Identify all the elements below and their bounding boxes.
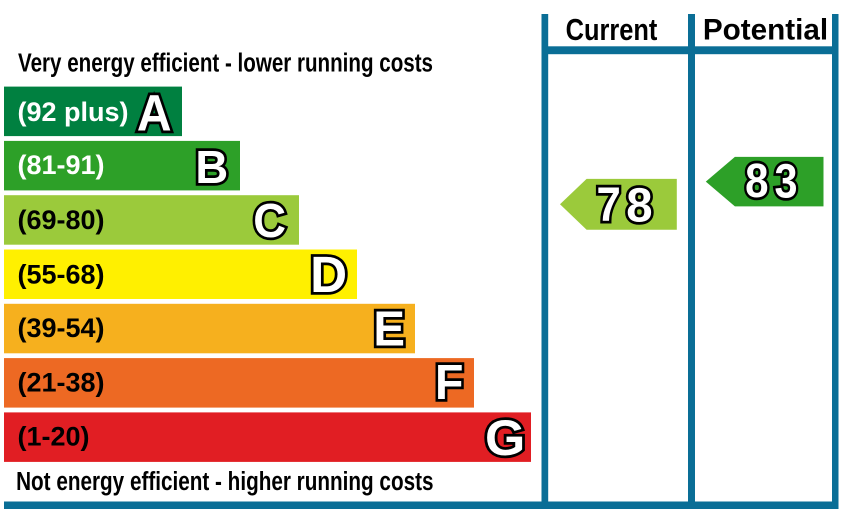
- svg-text:8: 8: [626, 178, 652, 232]
- svg-text:(55-68): (55-68): [18, 260, 105, 290]
- svg-text:(69-80): (69-80): [18, 205, 105, 235]
- svg-text:Potential: Potential: [703, 14, 828, 47]
- svg-text:E: E: [373, 303, 405, 357]
- svg-text:(21-38): (21-38): [18, 368, 105, 398]
- svg-text:7: 7: [596, 178, 620, 232]
- svg-text:Current: Current: [566, 13, 658, 47]
- svg-text:(92 plus): (92 plus): [18, 97, 129, 127]
- svg-text:(1-20): (1-20): [18, 422, 90, 452]
- svg-text:A: A: [137, 85, 172, 142]
- svg-text:(81-91): (81-91): [18, 150, 105, 180]
- svg-text:D: D: [310, 246, 347, 303]
- svg-text:3: 3: [775, 155, 798, 209]
- svg-text:8: 8: [745, 154, 768, 208]
- svg-text:Very energy efficient - lower: Very energy efficient - lower running co…: [18, 49, 433, 77]
- svg-text:(39-54): (39-54): [18, 313, 105, 343]
- svg-text:G: G: [485, 410, 525, 466]
- svg-text:C: C: [253, 194, 286, 248]
- svg-text:Not energy efficient - higher: Not energy efficient - higher running co…: [16, 468, 433, 496]
- svg-text:F: F: [435, 356, 463, 410]
- svg-text:B: B: [195, 141, 228, 193]
